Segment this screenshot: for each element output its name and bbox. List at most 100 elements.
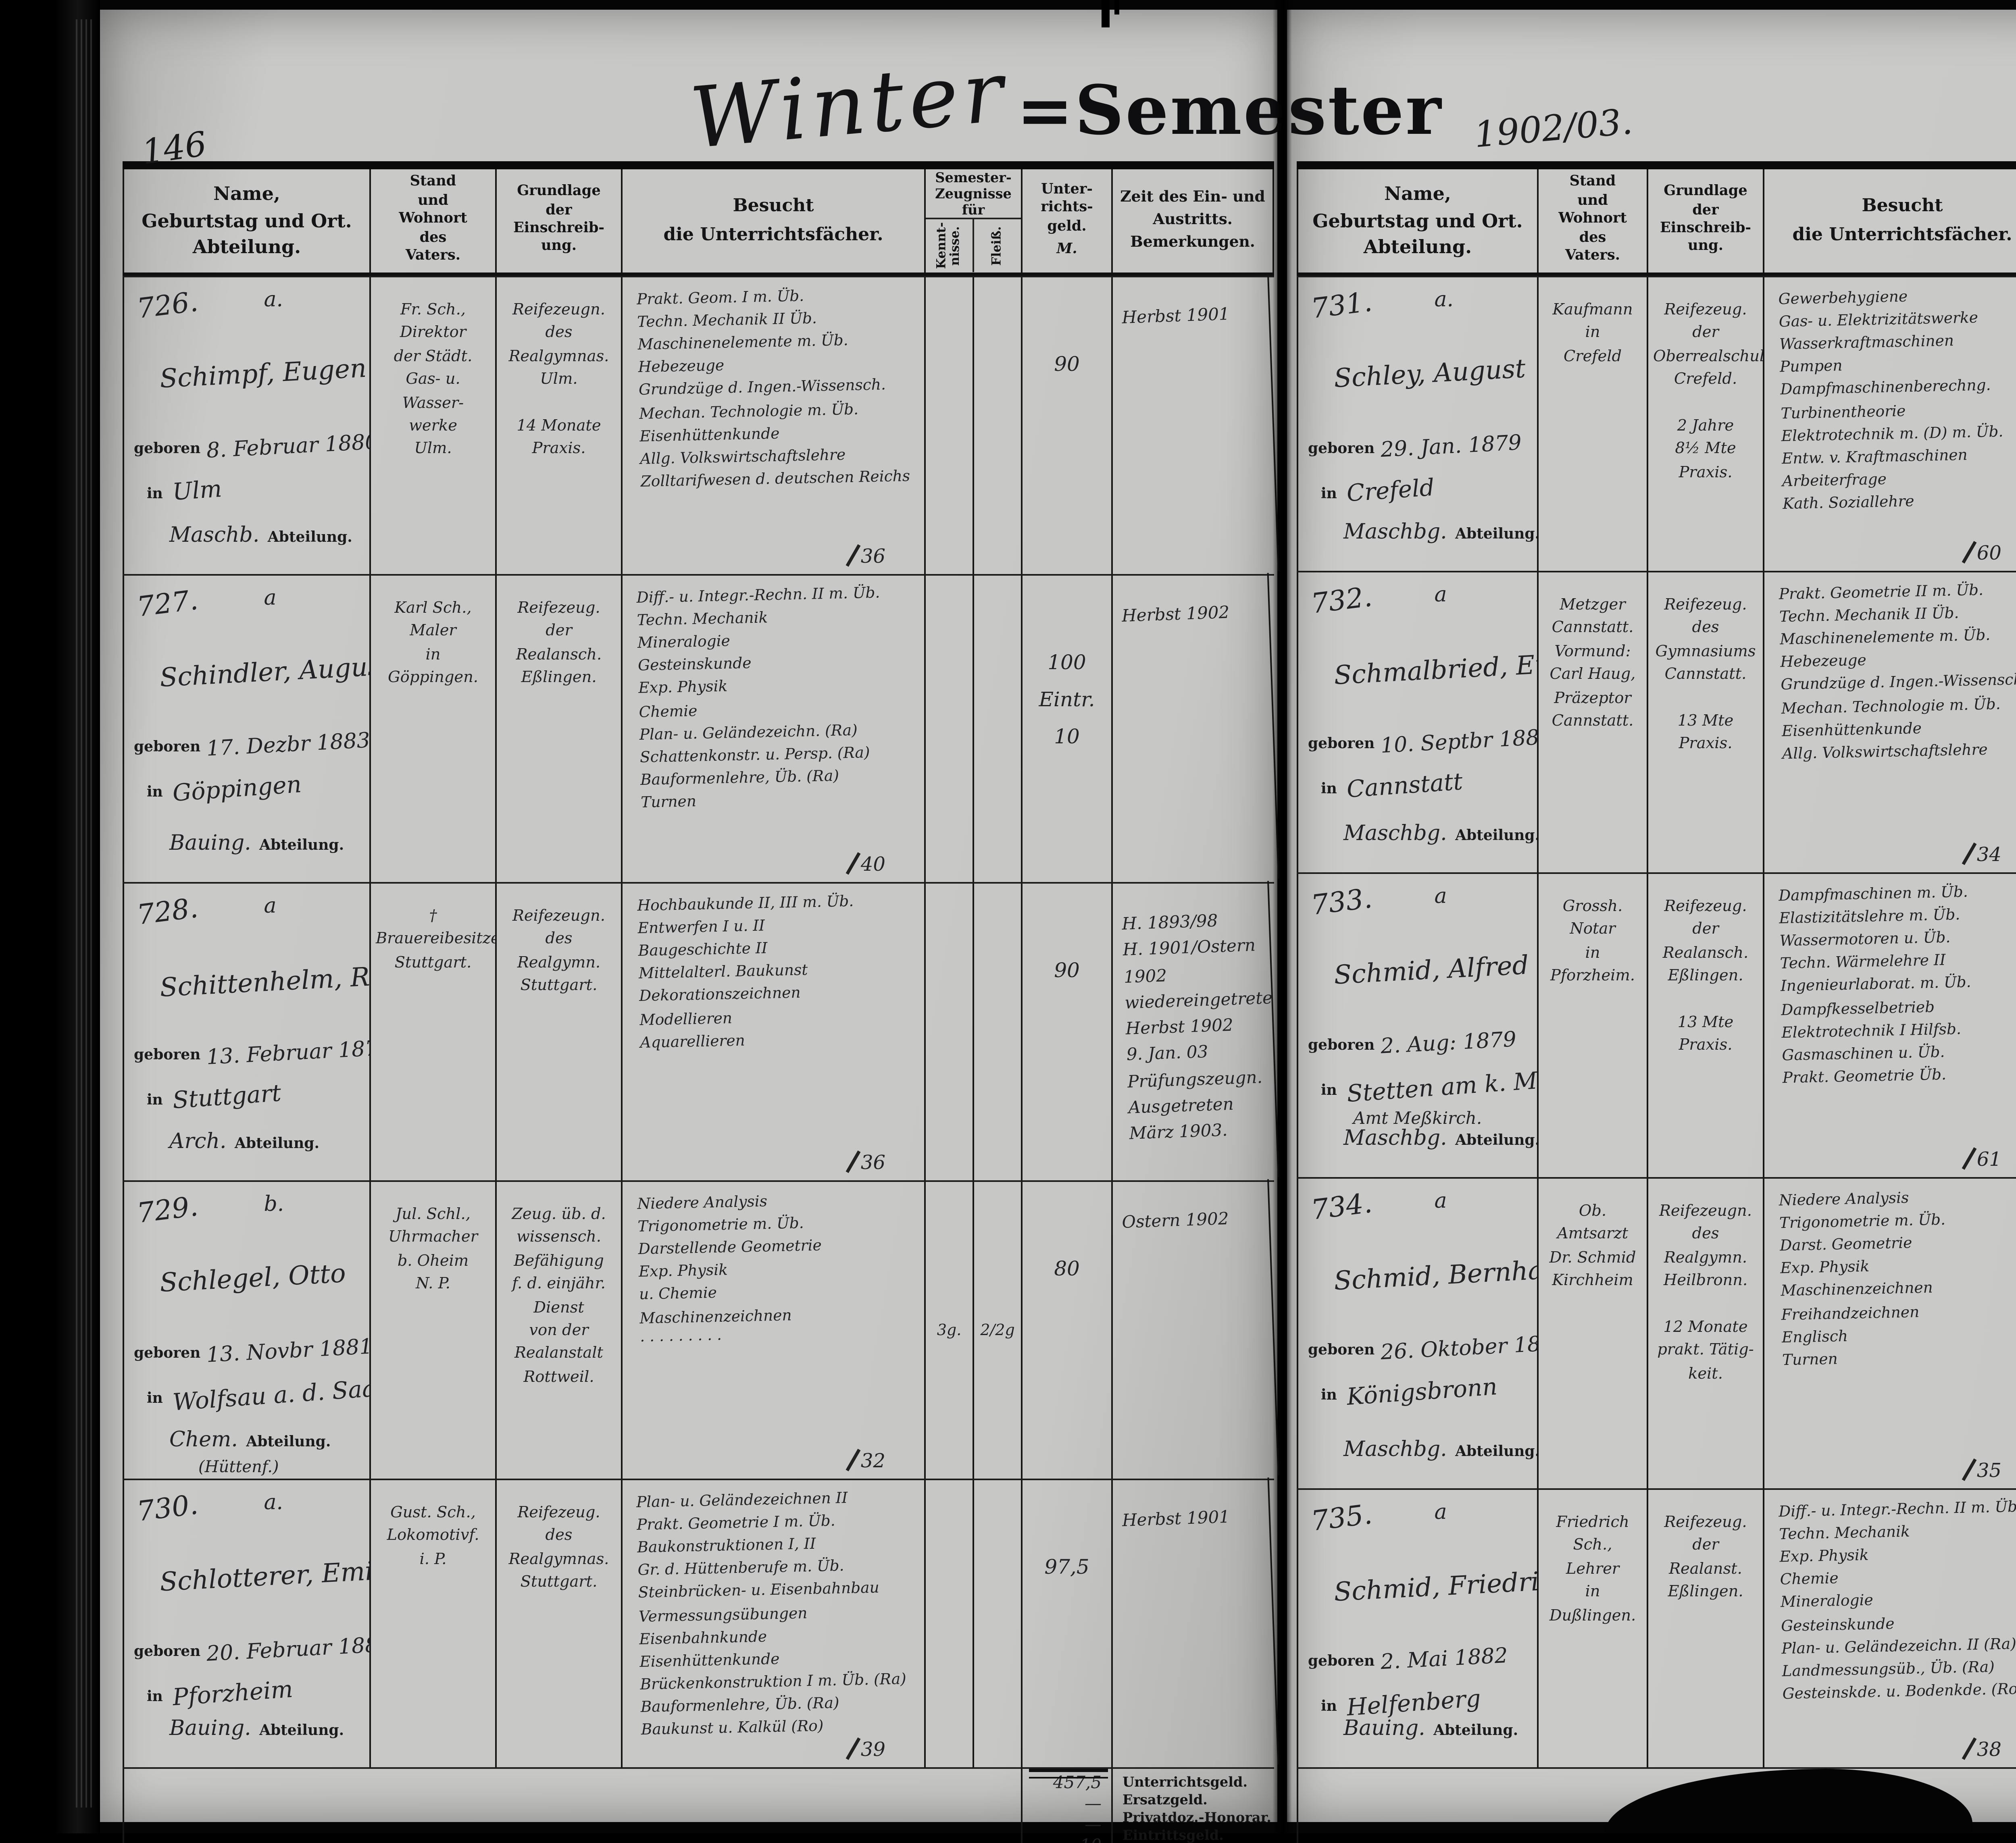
- department: Maschbg.: [1343, 521, 1447, 545]
- course-list: Prakt. Geom. I m. Üb. Techn. Mechanik II…: [636, 288, 910, 491]
- course-hours-value: 36: [860, 545, 885, 568]
- page-right: 147 1902/03. Name, Geburtstag und Ort. A…: [1287, 10, 2016, 1843]
- course-hours-value: 38: [1976, 1738, 2001, 1761]
- department: Bauing.: [169, 832, 251, 856]
- slash-mark: [845, 852, 860, 875]
- department: Maschbg.: [1343, 822, 1447, 847]
- in-label: in: [147, 1392, 163, 1408]
- basis-cell: Reifezeug. des Realgymnas. Stuttgart.: [497, 1480, 623, 1767]
- title-handwritten: Winter: [687, 44, 1012, 168]
- in-label: in: [147, 785, 163, 801]
- basis-cell: Reifezeugn. des Realgymnas. Ulm. 14 Mona…: [497, 277, 623, 574]
- student-name: Schmid, Bernhard: [1333, 1253, 1539, 1296]
- register-row: 730. a. Schlotterer, Emil geboren 20. Feb…: [123, 1477, 1279, 1770]
- department-line: Maschb. Abteilung.: [169, 518, 352, 548]
- student-name: Schimpf, Eugen: [159, 352, 367, 394]
- entry-number: 734.: [1309, 1188, 1374, 1227]
- entry-number: 728.: [135, 893, 200, 932]
- place-line: in Königsbronn: [1321, 1375, 1498, 1411]
- born-label: geboren: [1308, 1654, 1375, 1670]
- slash-mark: [845, 1449, 860, 1471]
- slash-mark: [1961, 1147, 1976, 1170]
- student-cell: 731. a. Schley, August geboren 29. Jan. 1…: [1297, 277, 1539, 571]
- in-label: in: [147, 487, 163, 503]
- fleiss-grade: [974, 277, 1023, 574]
- department-line: Chem. Abteilung.: [169, 1422, 331, 1453]
- courses-cell: Dampfmaschinen m. Üb. Elastizitätslehre …: [1764, 874, 2016, 1177]
- course-hours-total: 35: [1961, 1458, 2001, 1482]
- course-list: Dampfmaschinen m. Üb. Elastizitätslehre …: [1778, 884, 1972, 1088]
- header-zeugnisse-subcolumns: Kennt- nisse. Fleiß.: [926, 219, 1021, 272]
- courses-cell: Hochbaukunde II, III m. Üb. Entwerfen I …: [623, 884, 926, 1180]
- birth-place: Cannstatt: [1345, 770, 1464, 804]
- header-besucht: Besucht die Unterrichtsfächer.: [623, 169, 926, 272]
- department-line: Maschbg. Abteilung.: [1343, 816, 1539, 847]
- basis-cell: Reifezeugn. des Realgymn. Heilbronn. 12 …: [1648, 1179, 1764, 1488]
- course-list: Hochbaukunde II, III m. Üb. Entwerfen I …: [637, 893, 854, 1052]
- class-letter: a: [264, 895, 277, 919]
- table-header-row: Name, Geburtstag und Ort. Abteilung. Sta…: [123, 169, 1274, 276]
- header-zeugnisse-label: Semester- Zeugnisse für: [926, 169, 1021, 220]
- birth-date: 2. Mai 1882: [1380, 1644, 1509, 1676]
- entry-number: 727.: [135, 585, 200, 624]
- student-cell: 727. a Schindler, August geboren 17. Dezb…: [123, 576, 371, 882]
- register-row: 733. a Schmid, Alfred geboren 2. Aug: 187…: [1297, 872, 2016, 1177]
- semester-title: Winter =Semester: [687, 44, 1443, 168]
- born-label: geboren: [134, 1346, 201, 1362]
- birth-line: geboren 13. Februar 1871: [134, 1035, 369, 1071]
- class-letter: a.: [264, 1491, 283, 1516]
- father-cell: † Brauereibesitzer Stuttgart.: [371, 884, 497, 1180]
- register-row: 735. a Schmid, Friedrich geboren 2. Mai 1…: [1297, 1488, 2016, 1767]
- course-hours-total: 36: [845, 543, 885, 568]
- birth-place: Stuttgart: [171, 1081, 282, 1115]
- fee-cell: 90: [1023, 277, 1113, 574]
- register-table-left: Name, Geburtstag und Ort. Abteilung. Sta…: [123, 161, 1280, 1843]
- birth-place: Pforzheim: [172, 1677, 294, 1712]
- in-label: in: [1321, 1084, 1337, 1100]
- title-printed: =Semester: [1016, 71, 1443, 150]
- birth-place: Stetten am k. M.: [1346, 1068, 1539, 1109]
- abteilung-label: Abteilung.: [246, 1435, 331, 1451]
- born-label: geboren: [1308, 1038, 1375, 1055]
- department: Bauing.: [169, 1717, 251, 1741]
- header-kenntnisse: Kennt- nisse.: [926, 219, 974, 272]
- course-hours-total: 36: [845, 1150, 885, 1174]
- course-hours-value: 60: [1976, 542, 2001, 564]
- abteilung-label: Abteilung.: [259, 1724, 344, 1740]
- register-row: 728. a Schittenhelm, Reinhold geboren 13.…: [123, 881, 1279, 1183]
- department-line: Maschbg. Abteilung.: [1343, 514, 1539, 545]
- slash-mark: [1961, 1458, 1976, 1481]
- born-label: geboren: [1308, 737, 1375, 753]
- class-letter: a: [264, 587, 277, 611]
- father-cell: Metzger Cannstatt. Vormund: Carl Haug, P…: [1539, 572, 1648, 872]
- courses-cell: Diff.- u. Integr.-Rechn. II m. Üb. Techn…: [623, 576, 926, 882]
- course-hours-value: 36: [860, 1151, 885, 1174]
- course-hours-total: 61: [1961, 1146, 2001, 1171]
- kenntnisse-grade: 3g.: [926, 1182, 974, 1479]
- book-spine-shadow: [0, 0, 100, 1833]
- birth-date: 29. Jan. 1879: [1380, 431, 1523, 464]
- totals-row: 445 10 - 20 Unterrichtsgeld. Ersatzgeld.…: [1297, 1767, 2016, 1843]
- class-letter: b.: [264, 1193, 284, 1217]
- student-cell: 733. a Schmid, Alfred geboren 2. Aug: 187…: [1297, 874, 1539, 1177]
- place-line: in Göppingen: [147, 772, 302, 807]
- fee-cell: 90: [1023, 884, 1113, 1180]
- student-name: Schmid, Friedrich: [1333, 1564, 1539, 1608]
- abteilung-label: Abteilung.: [1433, 1724, 1518, 1740]
- basis-cell: Reifezeug. der Realansch. Eßlingen. 13 M…: [1648, 874, 1764, 1177]
- student-name: Schmid, Alfred: [1333, 949, 1530, 990]
- class-letter: a: [1434, 1501, 1447, 1525]
- totals-spacer: [123, 1769, 1023, 1843]
- birth-line: geboren 29. Jan. 1879: [1308, 429, 1523, 464]
- abteilung-label: Abteilung.: [1455, 829, 1539, 845]
- register-table-right: Name, Geburtstag und Ort. Abteilung. Sta…: [1297, 161, 2016, 1843]
- born-label: geboren: [134, 1048, 201, 1064]
- father-cell: Jul. Schl., Uhrmacher b. Oheim N. P.: [371, 1182, 497, 1479]
- abteilung-label: Abteilung.: [1455, 527, 1539, 543]
- entry-number: 730.: [135, 1489, 200, 1529]
- birth-date: 13. Novbr 1881: [206, 1335, 371, 1369]
- zeit-cell: Ostern 1902: [1108, 1179, 1279, 1481]
- in-label: in: [1321, 1699, 1337, 1716]
- student-cell: 729. b. Schlegel, Otto geboren 13. Novbr …: [123, 1182, 371, 1479]
